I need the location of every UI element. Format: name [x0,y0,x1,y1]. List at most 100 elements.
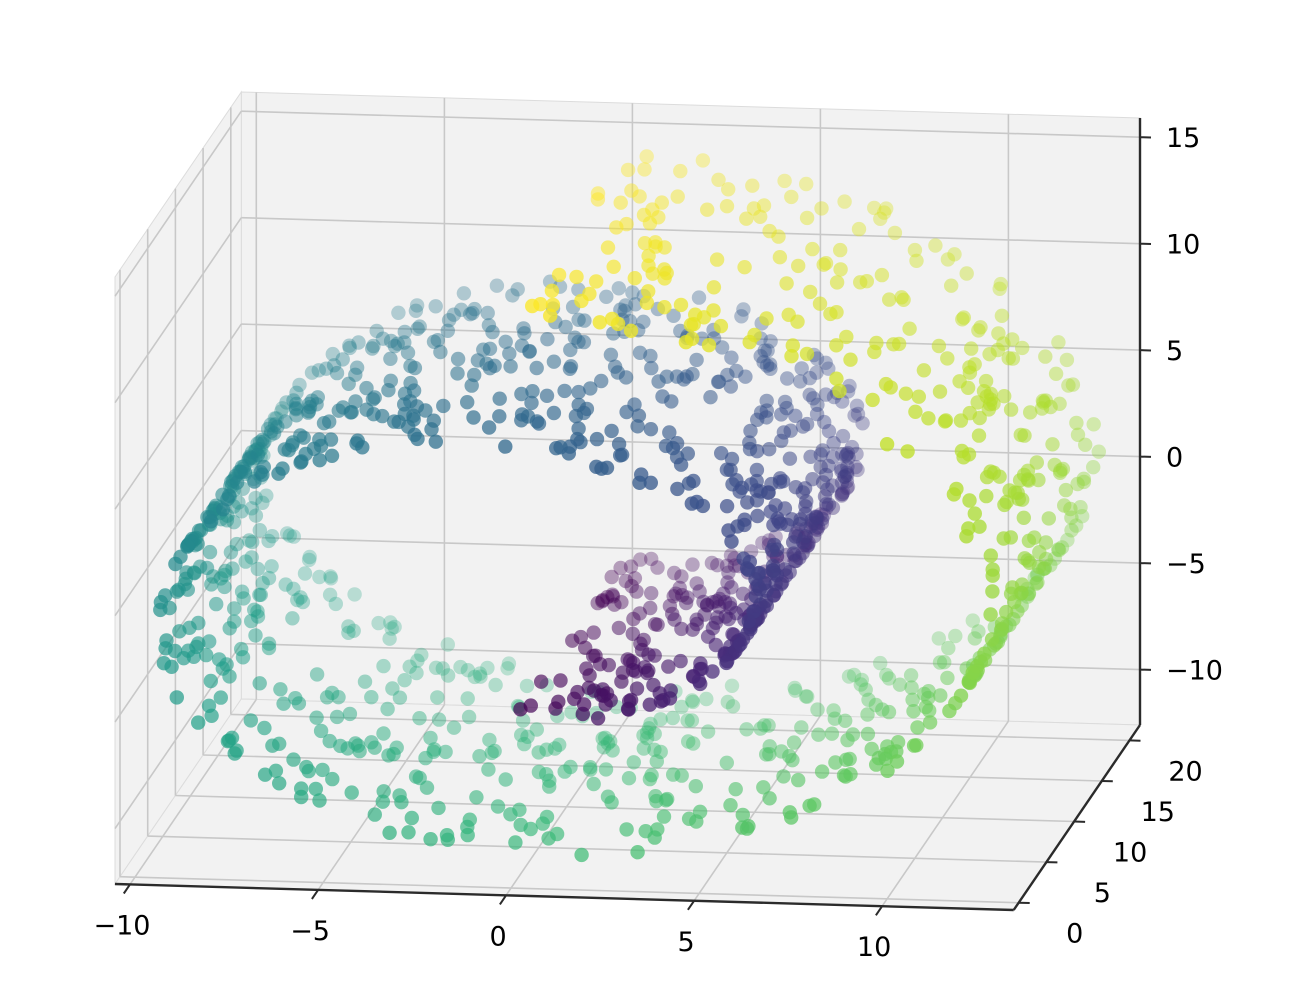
data-point [467,301,482,317]
data-point [252,587,267,603]
data-point [741,613,756,629]
data-point [503,807,518,822]
data-point [782,451,798,466]
data-point [806,391,821,406]
data-point [739,561,755,576]
data-point [656,809,672,824]
data-point [696,310,712,325]
data-point [763,361,778,376]
data-point [466,410,481,425]
data-point [514,727,529,743]
data-point [323,569,338,584]
data-point [810,702,825,717]
data-point [672,580,687,596]
data-point [867,344,882,360]
data-point [481,318,497,333]
data-point [278,414,293,429]
data-point [1005,351,1021,366]
data-point [1070,476,1085,492]
data-point [705,664,720,679]
data-point [265,529,280,544]
data-point [956,310,971,325]
data-point [546,405,562,421]
data-point [910,720,925,735]
x-tick-label-mark [122,883,131,895]
data-point [604,423,619,439]
data-point [737,260,752,275]
data-point [666,308,681,323]
data-point [625,626,640,641]
data-point [841,669,857,684]
x-axis-line [114,882,1014,912]
data-point [774,407,789,422]
data-point [268,763,284,778]
data-point [412,319,427,334]
data-point [928,238,943,253]
data-point [595,594,610,609]
data-point [829,338,844,353]
data-point [711,374,726,390]
data-point [834,487,850,502]
data-point [1038,393,1054,408]
data-point [642,216,658,231]
data-point [609,220,624,235]
data-point [322,414,337,429]
data-point [517,736,532,752]
data-point [937,414,953,429]
data-point [835,486,850,502]
data-point [843,767,858,782]
data-point [812,296,828,311]
data-point [485,324,500,340]
data-point [255,495,270,510]
data-point [854,672,869,688]
data-point [706,280,722,295]
data-point [1051,542,1066,557]
data-point [933,688,948,703]
data-point [877,205,892,220]
data-point [853,677,868,692]
data-point [979,469,995,485]
data-point [684,693,700,708]
data-point [265,738,280,753]
data-point [226,515,242,530]
data-point [720,694,735,710]
x-tick-label-mark [687,900,695,911]
data-point [821,497,837,512]
y-tick-label: 0 [1066,919,1083,950]
data-point [613,448,628,463]
data-point [810,397,825,412]
data-point [412,711,427,726]
data-point [331,403,346,418]
data-point [293,590,308,605]
data-point [704,555,720,571]
data-point [1075,509,1090,524]
data-point [567,330,583,345]
data-point [1045,437,1060,452]
data-point [748,588,763,604]
data-point [191,715,206,730]
grid-line-z [114,217,242,404]
data-point [319,690,335,705]
data-point [996,336,1011,351]
data-point [817,414,832,430]
data-point [505,288,520,303]
data-point [253,587,268,602]
data-point [430,690,445,705]
data-point [598,762,614,777]
data-point [1043,399,1058,415]
data-point [674,699,689,715]
data-point [252,523,267,538]
data-point [1041,511,1057,526]
data-point [204,708,219,723]
z-tick-label: 5 [1166,336,1183,367]
data-point [367,740,382,755]
data-point [742,441,758,457]
data-point [348,367,363,382]
data-point [861,692,876,707]
data-point [772,250,788,265]
data-point [539,742,554,757]
data-point [352,743,367,759]
x-tick-label-mark [311,889,319,900]
data-point [1016,510,1031,525]
data-point [531,745,546,760]
